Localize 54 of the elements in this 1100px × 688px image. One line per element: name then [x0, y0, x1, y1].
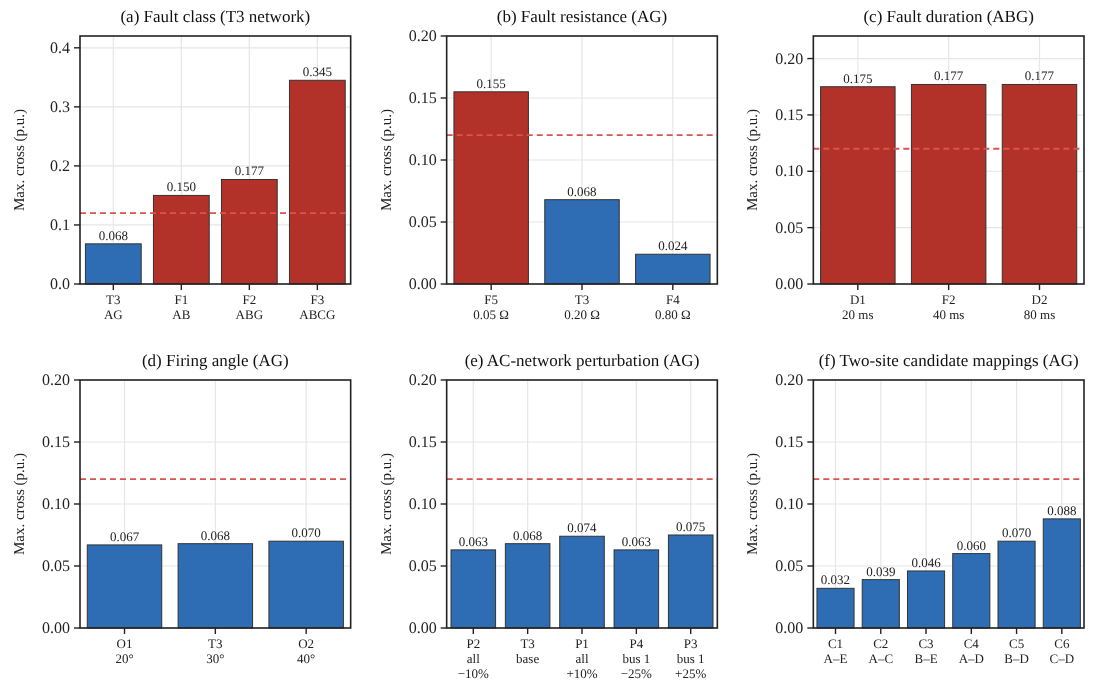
y-tick-label: 0.00 — [408, 619, 437, 638]
chart-title: (c) Fault duration (ABG) — [863, 6, 1035, 26]
y-tick-label: 0.1 — [50, 216, 70, 235]
y-tick-label: 0.10 — [408, 151, 437, 170]
bar — [450, 549, 497, 629]
y-tick-label: 0.15 — [775, 106, 804, 125]
bar — [906, 570, 946, 629]
y-tick-label: 0.00 — [42, 619, 70, 638]
y-tick-label: 0.10 — [42, 495, 70, 514]
y-tick-label: 0.05 — [408, 213, 437, 232]
bar — [667, 534, 714, 629]
y-tick-label: 0.2 — [50, 157, 70, 176]
y-tick-label: 0.20 — [408, 371, 437, 390]
y-tick-label: 0.20 — [408, 27, 437, 46]
bar — [220, 178, 278, 285]
bar — [952, 553, 991, 629]
bar — [997, 540, 1036, 629]
bar — [635, 253, 711, 285]
y-tick-label: 0.4 — [50, 38, 70, 57]
y-tick-label: 0.20 — [775, 371, 804, 390]
y-tick-label: 0.00 — [775, 275, 804, 294]
bar — [613, 549, 660, 629]
y-tick-label: 0.15 — [775, 433, 804, 452]
y-tick-label: 0.15 — [408, 89, 437, 108]
y-tick-label: 0.15 — [408, 433, 437, 452]
bar — [816, 587, 855, 629]
y-tick-label: 0.05 — [775, 557, 804, 576]
y-tick-label: 0.10 — [775, 495, 804, 514]
y-tick-label: 0.3 — [50, 97, 70, 116]
y-tick-label: 0.20 — [42, 371, 70, 390]
y-tick-label: 0.00 — [775, 619, 804, 638]
chart-title: (f) Two-site candidate mappings (AG) — [818, 350, 1080, 370]
bar — [559, 535, 605, 629]
y-tick-label: 0.15 — [42, 433, 70, 452]
y-tick-label: 0.10 — [408, 495, 437, 514]
chart-title: (e) AC-network perturbation (AG) — [464, 350, 700, 370]
bar — [84, 243, 142, 285]
y-tick-label: 0.05 — [42, 557, 70, 576]
bar — [288, 79, 346, 285]
y-tick-label: 0.20 — [775, 49, 804, 68]
chart-title: (b) Fault resistance (AG) — [496, 6, 668, 26]
chart-title: (a) Fault class (T3 network) — [120, 6, 311, 26]
bar — [152, 194, 210, 285]
y-tick-label: 0.0 — [50, 275, 70, 294]
bar — [453, 91, 529, 285]
bar — [1042, 518, 1081, 629]
bar — [544, 199, 620, 285]
y-tick-label: 0.10 — [775, 162, 804, 181]
y-tick-label: 0.05 — [408, 557, 437, 576]
bar — [861, 579, 900, 629]
chart-title: (d) Firing angle (AG) — [141, 350, 290, 370]
bar — [504, 543, 551, 629]
y-tick-label: 0.00 — [408, 275, 437, 294]
y-tick-label: 0.05 — [775, 218, 804, 237]
